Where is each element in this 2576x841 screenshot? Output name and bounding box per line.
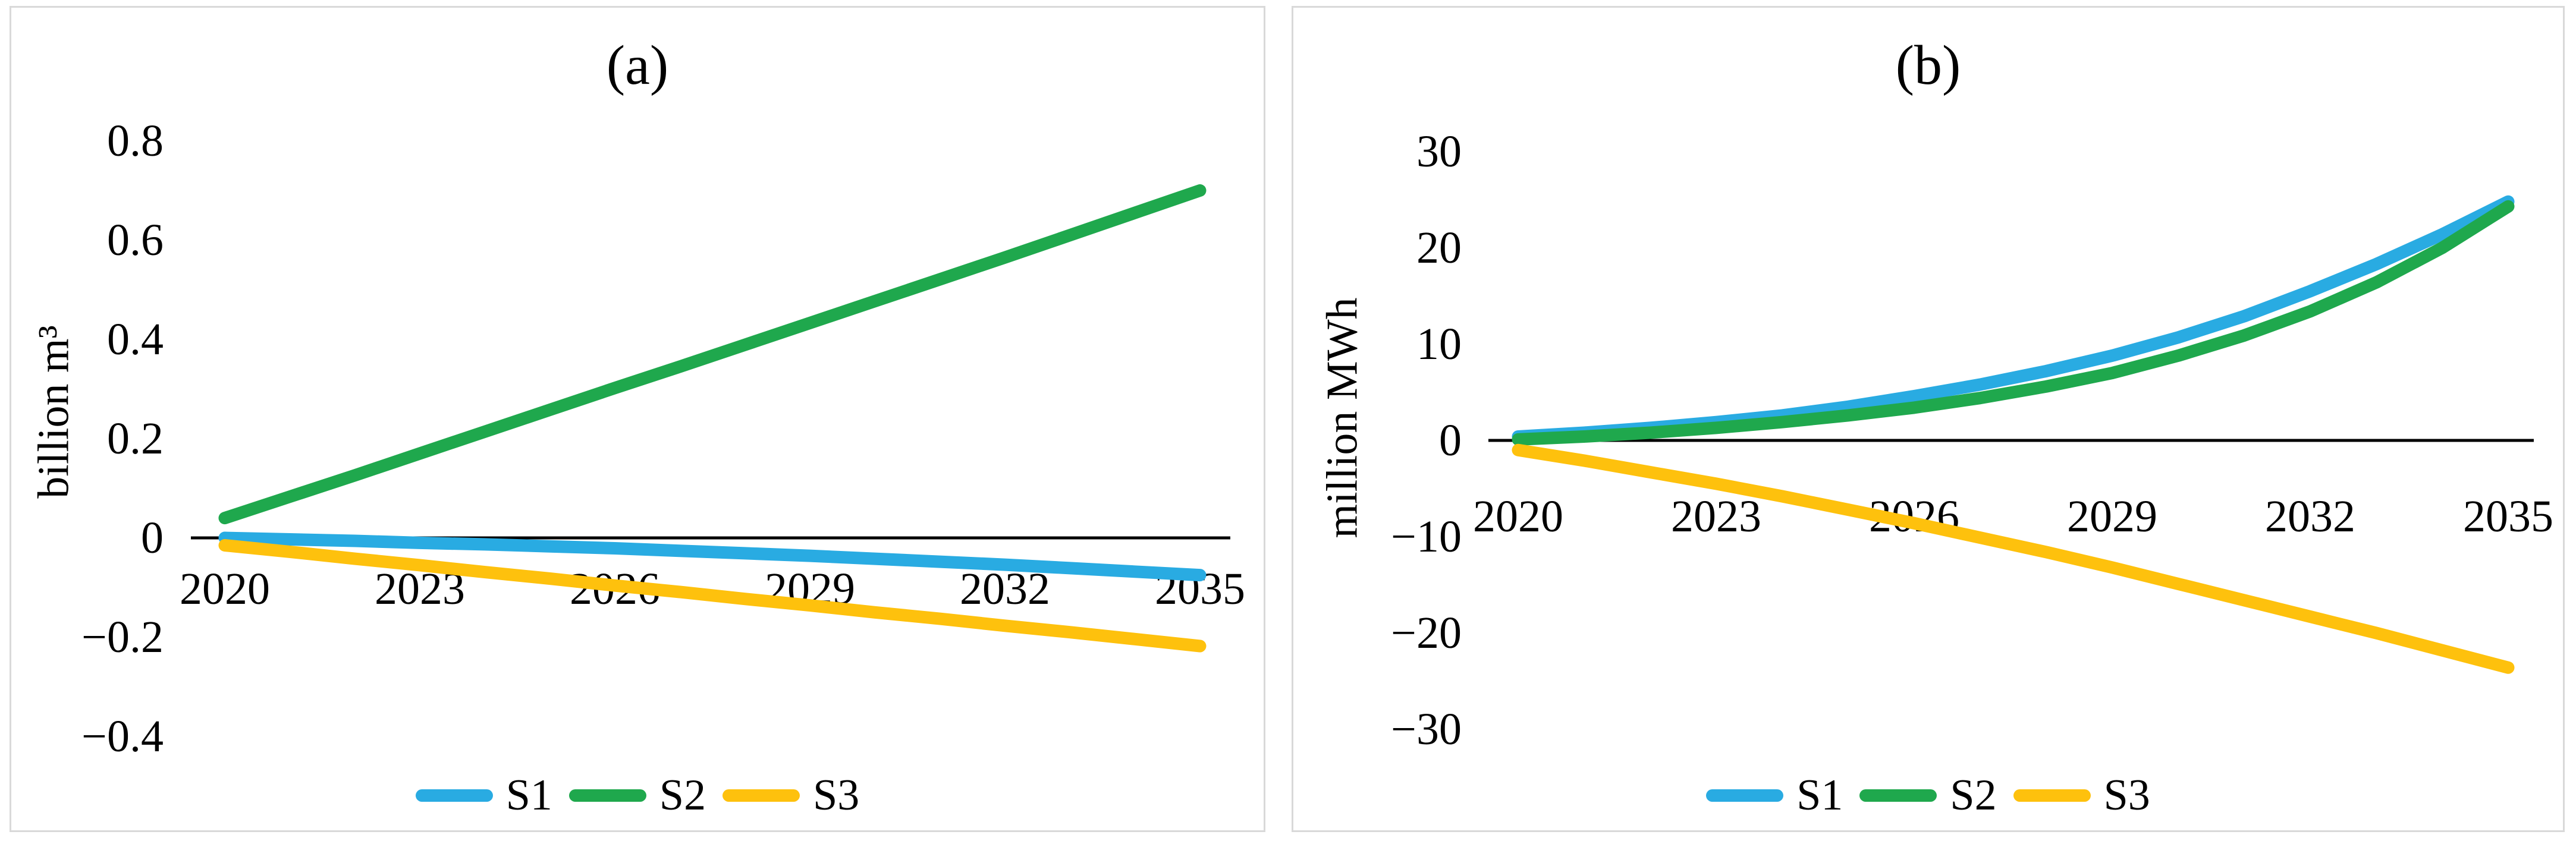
series-s2-line	[1512, 200, 2515, 446]
x-tick-label: 2020	[180, 564, 270, 614]
legend-item-s1: S1	[1706, 768, 1843, 822]
y-tick-label: −20	[1391, 608, 1462, 658]
y-tick-label: −0.2	[81, 612, 164, 662]
legend-label-s1: S1	[1796, 771, 1843, 820]
legend-label-s3: S3	[813, 771, 860, 820]
chart-a-plot	[191, 184, 1230, 653]
legend-item-s2: S2	[1859, 768, 1997, 822]
legend-item-s1: S1	[415, 768, 552, 822]
y-tick-label: 0.8	[107, 116, 164, 166]
y-tick-label: 30	[1416, 127, 1462, 177]
series-s3-line	[1512, 443, 2515, 674]
y-tick-label: −10	[1391, 512, 1462, 562]
y-tick-label: 0	[141, 513, 164, 563]
legend-swatch-s2	[568, 789, 646, 802]
chart-a-title: (a)	[606, 34, 669, 96]
y-tick-label: 10	[1416, 319, 1462, 369]
x-tick-label: 2035	[2463, 492, 2553, 541]
y-tick-label: 0.2	[107, 414, 164, 464]
x-tick-label: 2020	[1473, 492, 1563, 541]
series-s1-line	[1512, 195, 2515, 443]
legend-item-s2: S2	[568, 768, 706, 822]
legend-item-s3: S3	[722, 768, 859, 822]
legend-swatch-s1	[1706, 789, 1784, 802]
chart-panel-a: (a) billion m³ S1 S2 S3 0.8 0.6 0.4 0.2 0 −0.…	[10, 6, 1265, 832]
chart-b-title: (b)	[1895, 34, 1961, 96]
series-s1-line	[218, 531, 1207, 582]
y-tick-label: 0.6	[107, 215, 164, 265]
legend-item-s3: S3	[2013, 768, 2150, 822]
legend-swatch-s3	[2013, 789, 2091, 802]
legend-label-s3: S3	[2103, 771, 2150, 820]
y-tick-label: 20	[1416, 223, 1462, 273]
y-tick-label: 0	[1439, 415, 1462, 465]
chart-b-plot	[1488, 195, 2534, 674]
legend-swatch-s2	[1859, 789, 1937, 802]
series-s2-line	[218, 184, 1207, 525]
x-tick-label: 2032	[959, 564, 1050, 614]
chart-panel-b: (b) million MWh S1 S2 S3 30 20 10 0 −10 −20 −3…	[1292, 6, 2565, 832]
y-tick-label: 0.4	[107, 314, 164, 364]
legend-label-s2: S2	[1950, 771, 1997, 820]
series-s3-line	[218, 539, 1207, 653]
x-tick-label: 2029	[2067, 492, 2157, 541]
legend-swatch-s3	[722, 789, 800, 802]
y-tick-label: −0.4	[81, 711, 164, 761]
legend-label-s1: S1	[505, 771, 552, 820]
chart-b-legend: S1 S2 S3	[1293, 768, 2563, 822]
y-tick-label: −30	[1391, 704, 1462, 754]
x-tick-label: 2032	[2265, 492, 2355, 541]
chart-a-legend: S1 S2 S3	[11, 768, 1264, 822]
x-tick-label: 2023	[1671, 492, 1761, 541]
legend-swatch-s1	[415, 789, 493, 802]
legend-label-s2: S2	[659, 771, 706, 820]
